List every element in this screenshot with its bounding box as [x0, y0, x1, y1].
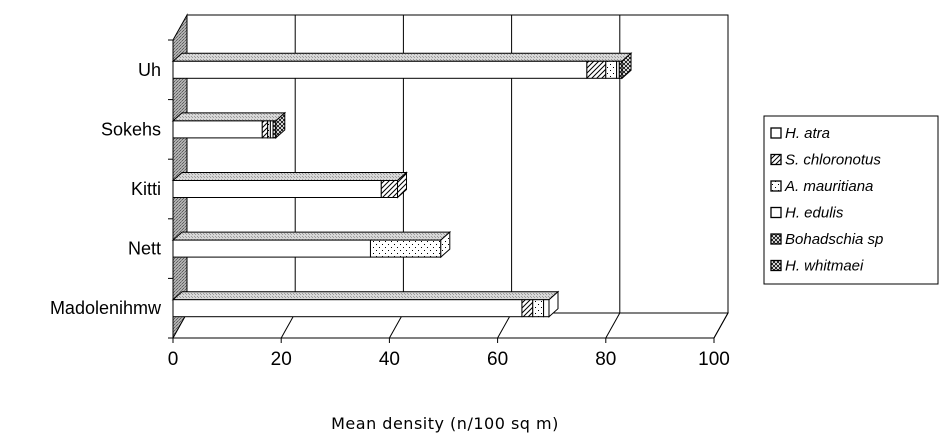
x-tick-label: 80	[595, 349, 616, 370]
bar-top-face	[171, 112, 287, 122]
bar-top-face	[171, 291, 560, 301]
category-label: Nett	[128, 239, 161, 259]
bar-segment-a-mauritiana	[605, 60, 618, 79]
x-tick-label: 20	[271, 349, 292, 370]
bar-end-face	[548, 290, 559, 318]
category-label: Sokehs	[101, 119, 161, 139]
x-tick-label: 40	[379, 349, 400, 370]
bar-segment-h-atra	[172, 239, 371, 258]
legend-label: S. chloronotus	[785, 152, 881, 169]
plot-area: 0 20 40 60 80 100 Uh Sokehs Kitti Nett Madolenihmw	[50, 13, 730, 370]
legend-label: Bohadschia sp	[785, 231, 883, 248]
bar-segment-h-atra	[172, 299, 523, 318]
category-label: Madolenihmw	[50, 298, 162, 318]
bar-end-face	[440, 230, 451, 259]
legend-label: H. edulis	[785, 205, 844, 222]
bar-segment-a-mauritiana	[369, 239, 442, 258]
legend-swatch	[770, 206, 782, 219]
gridline-floor	[605, 312, 621, 339]
legend-label: A. mauritiana	[784, 178, 873, 195]
legend-swatch	[770, 153, 782, 166]
bar-top-face	[171, 52, 633, 62]
legend-box	[763, 115, 939, 285]
bar-segment-h-edulis	[543, 299, 550, 318]
x-tick-label: 100	[698, 349, 730, 370]
bar-segment-h-atra	[172, 60, 588, 79]
legend-label: H. whitmaei	[785, 258, 864, 275]
bar-segment-h-atra	[172, 120, 263, 139]
x-tick-label: 60	[487, 349, 508, 370]
legend-swatch	[770, 127, 782, 139]
bar-top-face	[171, 231, 452, 241]
bar-top-face	[171, 172, 408, 181]
bar-end-face	[397, 171, 408, 199]
bar-segment-s-chloronotus	[261, 120, 269, 139]
bar-end-face	[275, 111, 286, 140]
legend-swatch	[770, 233, 782, 245]
bar-segment-h-atra	[172, 180, 382, 198]
bar-end-face	[621, 52, 632, 80]
legend: H. atra S. chloronotus A. mauritiana H. edu…	[763, 115, 939, 285]
category-label: Kitti	[131, 179, 161, 199]
legend-swatch	[770, 180, 782, 192]
category-label: Uh	[138, 60, 161, 80]
bar-segment-s-chloronotus	[380, 180, 399, 198]
gridline-floor	[713, 312, 729, 339]
x-tick-label: 0	[168, 349, 179, 370]
legend-swatch	[770, 259, 782, 272]
x-axis-title: Mean density (n/100 sq m)	[331, 414, 559, 433]
legend-label: H. atra	[785, 125, 830, 142]
bar-segment-s-chloronotus	[586, 60, 607, 79]
bar-segment-s-chloronotus	[521, 299, 534, 318]
bar-segment-a-mauritiana	[532, 299, 545, 318]
